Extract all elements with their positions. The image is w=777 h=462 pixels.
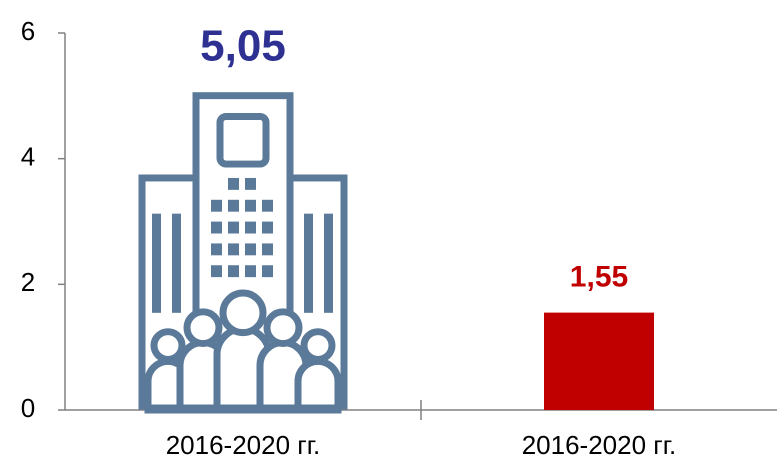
person-head	[150, 328, 186, 363]
building-window	[245, 177, 256, 190]
building-stripe	[324, 213, 333, 313]
person-head	[300, 328, 336, 363]
building-window	[211, 243, 222, 256]
building-stripe	[172, 213, 181, 313]
building-stripe	[304, 213, 313, 313]
y-tick-label: 2	[21, 267, 35, 297]
building-window	[245, 199, 256, 212]
person-head	[263, 308, 303, 348]
building-window	[228, 199, 239, 212]
x-tick-label: 2016-2020 гг.	[522, 430, 677, 460]
data-label: 1,55	[570, 261, 628, 294]
person-body	[294, 358, 342, 414]
building-window	[262, 243, 273, 256]
building-window	[216, 113, 270, 168]
building-window	[211, 265, 222, 278]
building-window	[228, 243, 239, 256]
building-window	[211, 199, 222, 212]
building-stripe	[152, 213, 161, 313]
building-window	[228, 265, 239, 278]
bar-icon	[138, 92, 348, 414]
y-tick-label: 4	[21, 142, 35, 172]
building-window	[245, 265, 256, 278]
building-window	[262, 199, 273, 212]
building-window	[262, 265, 273, 278]
y-tick-label: 6	[21, 16, 35, 46]
building-window	[245, 221, 256, 234]
building-window	[262, 221, 273, 234]
building-window	[245, 243, 256, 256]
bar	[544, 312, 654, 410]
building-window	[211, 221, 222, 234]
building-window	[228, 177, 239, 190]
building-window	[228, 221, 239, 234]
person-head	[183, 308, 223, 348]
x-tick-label: 2016-2020 гг.	[166, 430, 321, 460]
data-label: 5,05	[200, 21, 286, 70]
y-tick-label: 0	[21, 393, 35, 423]
person-head	[219, 289, 267, 337]
